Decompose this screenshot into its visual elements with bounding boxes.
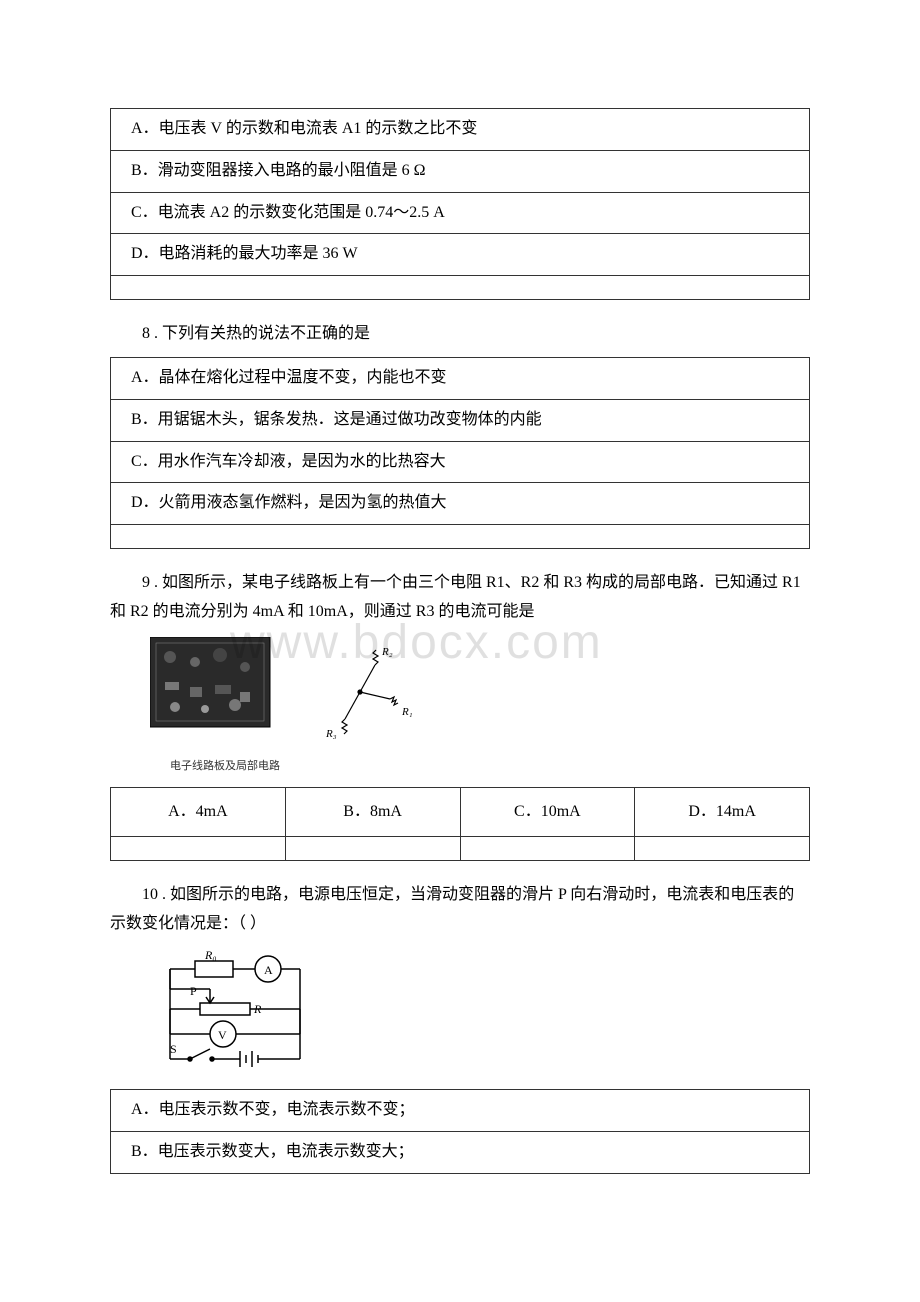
q7-empty-row — [111, 276, 810, 300]
q9-option-d: D．14mA — [635, 787, 810, 837]
q8-option-a: A．晶体在熔化过程中温度不变，内能也不变 — [111, 357, 810, 399]
q7-option-c: C．电流表 A2 的示数变化范围是 0.74～2.5 A — [111, 192, 810, 234]
q9-label-r3: R₃ — [325, 728, 337, 740]
q10-option-b: B．电压表示数变大，电流表示数变大； — [111, 1131, 810, 1173]
q9-option-b: B．8mA — [285, 787, 460, 837]
q8-options-table: A．晶体在熔化过程中温度不变，内能也不变 B．用锯锯木头，锯条发热．这是通过做功… — [110, 357, 810, 549]
q10-label-s: S — [170, 1042, 177, 1056]
q10-label-p: P — [190, 984, 197, 998]
q10-label-r: R — [253, 1002, 262, 1016]
q9-options-table: A．4mA B．8mA C．10mA D．14mA — [110, 787, 810, 862]
q10-stem: 10 . 如图所示的电路，电源电压恒定，当滑动变阻器的滑片 P 向右滑动时，电流… — [110, 881, 810, 939]
q8-option-c: C．用水作汽车冷却液，是因为水的比热容大 — [111, 441, 810, 483]
q8-option-b: B．用锯锯木头，锯条发热．这是通过做功改变物体的内能 — [111, 399, 810, 441]
q9-diagram-svg: R₂ R₁ R₃ — [150, 637, 450, 757]
q10-options-table: A．电压表示数不变，电流表示数不变； B．电压表示数变大，电流表示数变大； — [110, 1089, 810, 1174]
q9-caption: 电子线路板及局部电路 — [170, 757, 810, 777]
q8-stem: 8 . 下列有关热的说法不正确的是 — [110, 320, 810, 349]
q9-figure: R₂ R₁ R₃ 电子线路板及局部电路 — [150, 637, 810, 777]
q9-option-c: C．10mA — [460, 787, 635, 837]
q10-label-a: A — [264, 963, 273, 977]
q10-figure: R₀ A P R V S — [150, 949, 810, 1079]
q9-label-r2: R₂ — [381, 646, 393, 658]
q7-options-table: A．电压表 V 的示数和电流表 A1 的示数之比不变 B．滑动变阻器接入电路的最… — [110, 108, 810, 300]
q7-option-d: D．电路消耗的最大功率是 36 W — [111, 234, 810, 276]
q9-label-r1: R₁ — [401, 706, 413, 718]
q7-option-a: A．电压表 V 的示数和电流表 A1 的示数之比不变 — [111, 109, 810, 151]
q7-option-b: B．滑动变阻器接入电路的最小阻值是 6 Ω — [111, 150, 810, 192]
q8-empty-row — [111, 525, 810, 549]
q9-option-a: A．4mA — [111, 787, 286, 837]
q8-option-d: D．火箭用液态氢作燃料，是因为氢的热值大 — [111, 483, 810, 525]
q10-label-r0: R₀ — [204, 949, 217, 962]
q10-label-v: V — [218, 1028, 227, 1042]
q9-stem: 9 . 如图所示，某电子线路板上有一个由三个电阻 R1、R2 和 R3 构成的局… — [110, 569, 810, 627]
q10-option-a: A．电压表示数不变，电流表示数不变； — [111, 1089, 810, 1131]
q10-diagram-svg: R₀ A P R V S — [150, 949, 320, 1079]
